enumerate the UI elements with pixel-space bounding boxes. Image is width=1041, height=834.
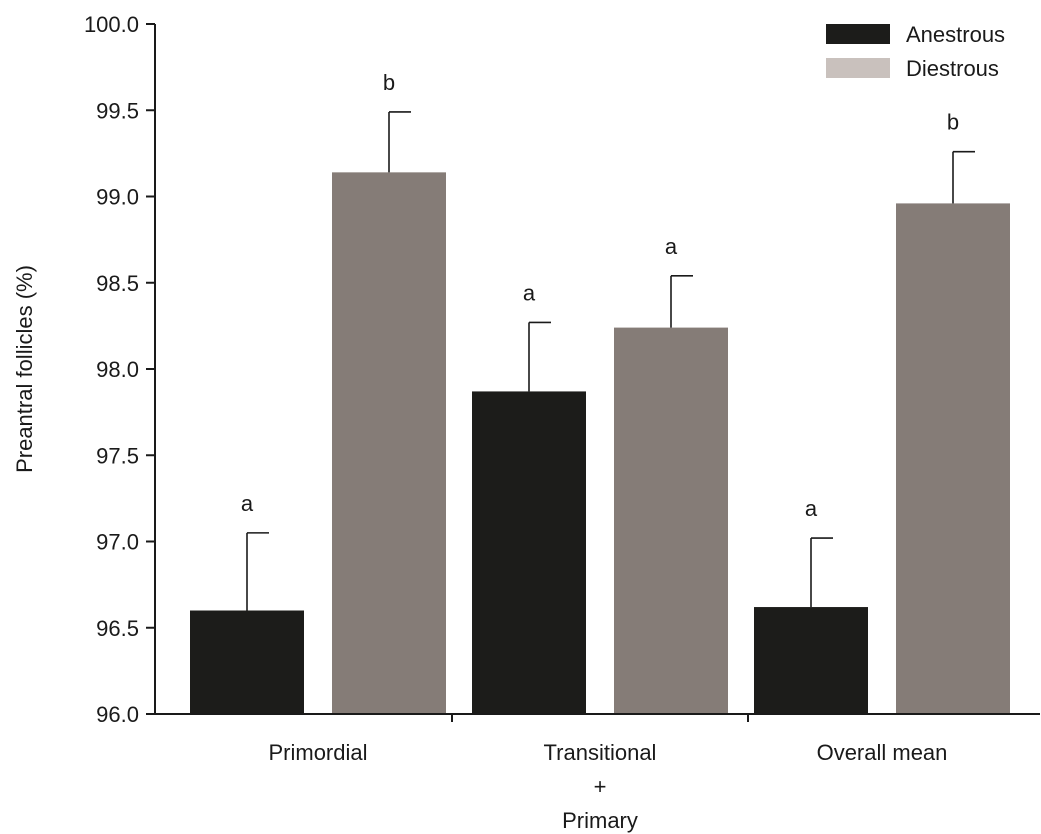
significance-labels-layer: a a a b a b [241, 70, 959, 521]
legend-swatch [826, 58, 890, 78]
x-category-label: Overall mean [817, 740, 948, 765]
bars-layer [190, 172, 1010, 715]
significance-label: b [383, 70, 395, 95]
y-tick-label: 98.0 [96, 357, 139, 382]
y-tick-label: 99.5 [96, 98, 139, 123]
bar-diestrous-2 [896, 203, 1010, 714]
y-ticks-layer: 96.0 96.5 97.0 97.5 98.0 98.5 99.0 99.5 100.0 [84, 12, 749, 727]
x-category-label: + [594, 774, 607, 799]
legend-label: Diestrous [906, 56, 999, 81]
significance-label: a [241, 491, 254, 516]
y-tick-label: 100.0 [84, 12, 139, 37]
legend-swatch [826, 24, 890, 44]
error-bars-layer [246, 111, 975, 611]
x-category-label: Transitional [544, 740, 657, 765]
significance-label: b [947, 110, 959, 135]
significance-label: a [805, 496, 818, 521]
legend-label: Anestrous [906, 22, 1005, 47]
y-tick-label: 97.5 [96, 443, 139, 468]
x-category-label: Primary [562, 808, 638, 833]
x-category-label: Primordial [268, 740, 367, 765]
y-tick-label: 99.0 [96, 185, 139, 210]
y-tick-label: 97.0 [96, 530, 139, 555]
bar-anestrous-2 [754, 607, 868, 714]
bar-anestrous-0 [190, 610, 304, 714]
y-tick-label: 96.5 [96, 616, 139, 641]
y-axis-label: Preantral follicles (%) [12, 265, 37, 473]
y-tick-label: 98.5 [96, 271, 139, 296]
y-tick-label: 96.0 [96, 702, 139, 727]
bar-anestrous-1 [472, 391, 586, 714]
legend: Anestrous Diestrous [826, 22, 1005, 81]
significance-label: a [523, 280, 536, 305]
bar-diestrous-1 [614, 327, 728, 714]
significance-label: a [665, 234, 678, 259]
bar-diestrous-0 [332, 172, 446, 715]
x-labels-layer: Primordial Transitional + Primary Overall me… [268, 740, 947, 833]
